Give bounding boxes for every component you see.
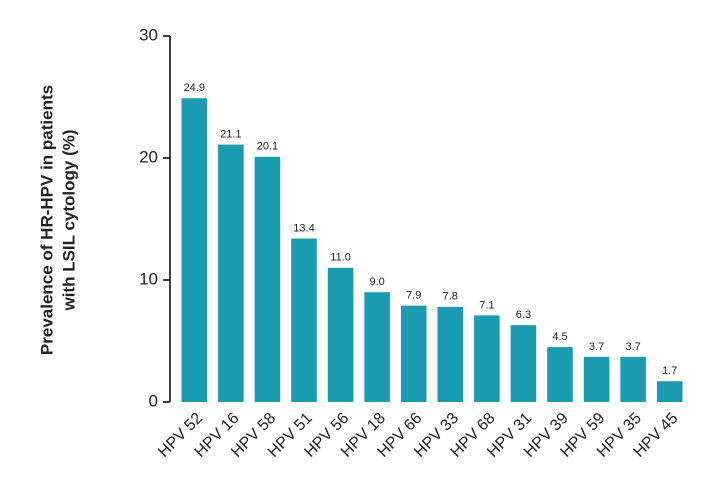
bar [510, 325, 537, 402]
bar [583, 356, 610, 402]
bar [218, 144, 244, 402]
bar [254, 156, 281, 402]
value-label: 11.0 [330, 252, 351, 264]
value-label: 6.3 [516, 309, 531, 321]
bar [620, 356, 646, 402]
value-label: 3.7 [589, 341, 604, 353]
bar [656, 381, 683, 402]
y-axis-label: Prevalence of HR-HPV in patients [37, 85, 56, 355]
value-label: 21.1 [220, 128, 241, 140]
y-tick-label: 0 [149, 391, 158, 410]
bar [437, 306, 464, 402]
value-label: 9.0 [369, 276, 384, 288]
value-label: 4.5 [552, 331, 567, 343]
value-label: 1.7 [662, 365, 677, 377]
value-label: 7.9 [406, 290, 421, 302]
value-label: 3.7 [625, 341, 640, 353]
bar [474, 315, 500, 402]
bar [547, 347, 573, 402]
bar [364, 292, 390, 402]
y-tick-label: 20 [139, 147, 158, 166]
value-label: 24.9 [184, 82, 205, 94]
bar [400, 305, 427, 402]
value-label: 13.4 [293, 222, 314, 234]
y-tick-label: 10 [139, 269, 158, 288]
bar [327, 267, 354, 402]
value-label: 7.1 [479, 299, 494, 311]
y-tick-label: 30 [139, 25, 158, 44]
value-label: 7.8 [443, 291, 458, 303]
bar [291, 238, 317, 402]
bar [181, 98, 208, 402]
value-label: 20.1 [257, 141, 278, 153]
y-axis-label: with LSIL cytology (%) [59, 129, 78, 311]
